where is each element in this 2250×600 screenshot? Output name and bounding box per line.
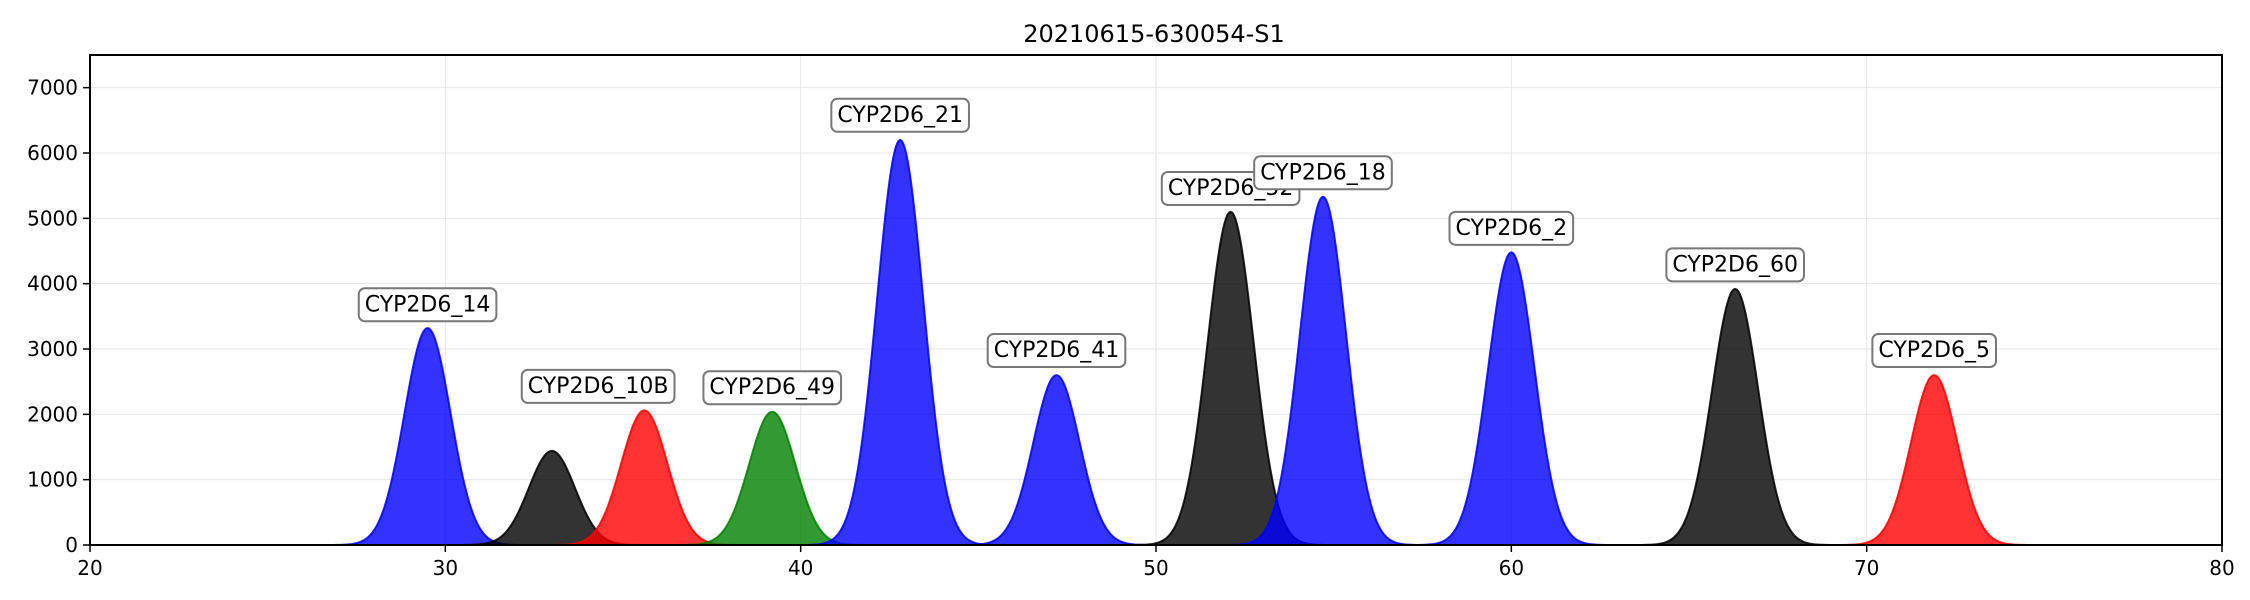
peak-line bbox=[1418, 251, 1604, 546]
x-tick-label: 40 bbox=[788, 556, 813, 580]
peak-line bbox=[335, 327, 520, 546]
peak-labels: CYP2D6_14 CYP2D6_10B CYP2D6_49 CYP2D6_21 CYP… bbox=[357, 97, 1997, 406]
peak-area bbox=[679, 411, 865, 545]
y-tick-label: 6000 bbox=[27, 141, 78, 165]
peak-label-text: CYP2D6_2 bbox=[1456, 216, 1568, 241]
peak-label: CYP2D6_14 bbox=[357, 287, 498, 323]
x-tick-label: 70 bbox=[1854, 556, 1879, 580]
peak-label-box bbox=[1253, 155, 1393, 191]
peak-label-box bbox=[830, 97, 970, 133]
peak-area bbox=[1138, 211, 1324, 546]
peak-label-box bbox=[1665, 247, 1805, 283]
peak-label: CYP2D6_10B bbox=[520, 368, 676, 404]
y-tick-label: 4000 bbox=[27, 272, 78, 296]
y-tick-label: 3000 bbox=[27, 337, 78, 361]
y-tick-label: 2000 bbox=[27, 402, 78, 426]
peak-area bbox=[459, 450, 645, 545]
peak-line bbox=[551, 409, 737, 546]
peak-label: CYP2D6_21 bbox=[830, 97, 970, 133]
x-tick-label: 30 bbox=[433, 556, 458, 580]
x-tick-label: 80 bbox=[2209, 556, 2234, 580]
peak-area bbox=[807, 139, 993, 545]
x-axis-ticks: 20 30 40 50 60 70 80 bbox=[77, 545, 2235, 580]
peak-label-box bbox=[357, 287, 498, 323]
peak-label-box bbox=[1448, 210, 1575, 246]
peak-line bbox=[807, 138, 993, 546]
grid-lines bbox=[89, 55, 2223, 546]
y-axis-ticks: 0 1000 2000 3000 4000 5000 6000 7000 bbox=[27, 76, 90, 557]
peak-area bbox=[1642, 288, 1828, 545]
peak-label-text: CYP2D6_18 bbox=[1260, 160, 1386, 185]
chart-title: 20210615-630054-S1 bbox=[1023, 20, 1285, 48]
peak-label: CYP2D6_49 bbox=[702, 370, 843, 406]
peak-line bbox=[964, 374, 1149, 546]
peak-line bbox=[1642, 287, 1828, 546]
peak-area bbox=[335, 328, 520, 545]
y-tick-label: 5000 bbox=[27, 206, 78, 230]
peak-line bbox=[1841, 374, 2027, 546]
peak-label: CYP2D6_41 bbox=[986, 333, 1127, 368]
peak-label: CYP2D6_2 bbox=[1448, 210, 1575, 246]
x-tick-label: 20 bbox=[77, 556, 102, 580]
peak-label-text: CYP2D6_49 bbox=[709, 375, 835, 400]
y-tick-label: 0 bbox=[65, 533, 78, 557]
peak-label-box bbox=[702, 370, 843, 406]
x-tick-label: 60 bbox=[1499, 556, 1524, 580]
peak-label-text: CYP2D6_5 bbox=[1878, 338, 1990, 363]
peak-area bbox=[551, 410, 737, 545]
peak-label-text: CYP2D6_41 bbox=[994, 338, 1120, 363]
peak-label-box bbox=[986, 333, 1127, 368]
peak-label-box bbox=[520, 368, 676, 404]
peak-label: CYP2D6_60 bbox=[1665, 247, 1805, 283]
peak-label-text: CYP2D6_60 bbox=[1672, 252, 1798, 277]
peak-label-text: CYP2D6_14 bbox=[365, 292, 491, 317]
peak-label: CYP2D6_5 bbox=[1871, 333, 1997, 368]
peak-label-text: CYP2D6_10B bbox=[528, 374, 669, 399]
x-tick-label: 50 bbox=[1143, 556, 1168, 580]
peak-series bbox=[335, 138, 2027, 546]
y-tick-label: 1000 bbox=[27, 468, 78, 492]
peak-label: CYP2D6_18 bbox=[1253, 155, 1393, 191]
y-tick-label: 7000 bbox=[27, 76, 78, 100]
peak-area bbox=[1418, 252, 1604, 545]
peak-area bbox=[1230, 196, 1416, 545]
peak-label-text: CYP2D6_21 bbox=[837, 103, 963, 128]
peak-area bbox=[1841, 375, 2027, 545]
peak-area bbox=[964, 375, 1149, 545]
peak-line bbox=[1230, 195, 1416, 546]
peak-label-box bbox=[1871, 333, 1997, 368]
